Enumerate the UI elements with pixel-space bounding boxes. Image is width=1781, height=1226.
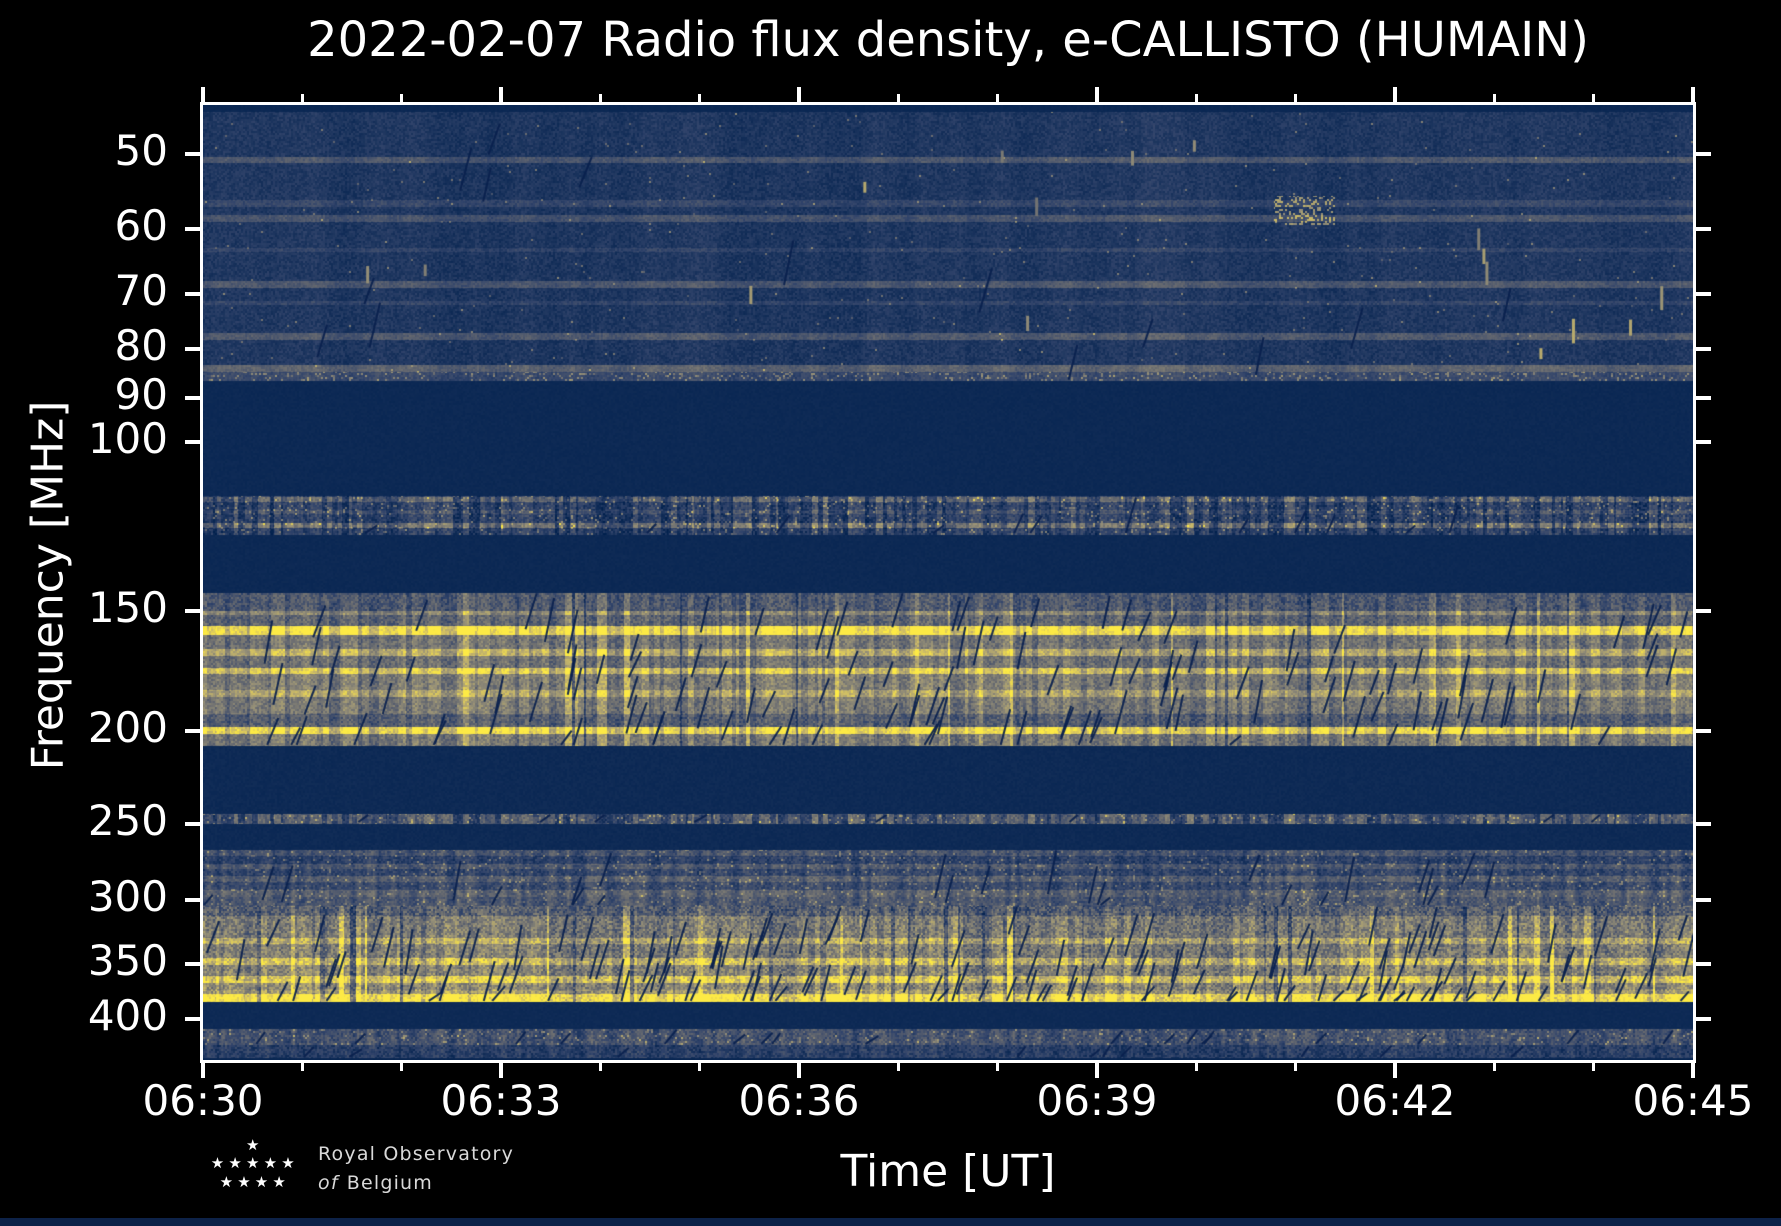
y-major-tick: [185, 608, 203, 613]
y-major-tick-right: [1693, 961, 1711, 966]
x-major-tick-top: [201, 87, 205, 105]
y-major-tick-right: [1693, 728, 1711, 733]
x-tick-label: 06:33: [440, 1076, 562, 1125]
x-minor-tick: [996, 1060, 1000, 1071]
star-icon: ★: [254, 1173, 269, 1191]
logo-text-line2: of Belgium: [318, 1169, 514, 1198]
y-major-tick: [185, 897, 203, 902]
y-major-tick: [185, 347, 203, 352]
x-axis-title: Time [UT]: [840, 1146, 1056, 1197]
star-icon: ★: [272, 1173, 286, 1191]
y-tick-label: 300: [87, 871, 168, 921]
x-minor-tick-top: [996, 94, 1000, 105]
star-icon: ★: [281, 1154, 295, 1172]
y-major-tick-right: [1693, 608, 1711, 613]
y-major-tick-right: [1693, 151, 1711, 156]
x-major-tick: [1393, 1060, 1397, 1078]
y-major-tick-right: [1693, 291, 1711, 296]
y-major-tick-right: [1693, 897, 1711, 902]
bottom-strip: [0, 1218, 1781, 1226]
y-major-tick: [185, 1017, 203, 1022]
star-icon: ★: [228, 1154, 242, 1172]
x-major-tick-top: [499, 87, 503, 105]
y-tick-label: 400: [87, 991, 168, 1041]
y-tick-label: 350: [87, 935, 168, 985]
x-tick-label: 06:42: [1334, 1076, 1456, 1125]
y-major-tick: [185, 728, 203, 733]
logo-text-belgium: Belgium: [346, 1172, 434, 1194]
y-major-tick: [185, 961, 203, 966]
y-tick-label: 150: [87, 582, 168, 632]
x-minor-tick: [300, 1060, 304, 1071]
x-major-tick-top: [1393, 87, 1397, 105]
x-minor-tick-top: [400, 94, 404, 105]
y-tick-label: 70: [114, 265, 168, 315]
y-major-tick-right: [1693, 227, 1711, 232]
x-minor-tick: [1592, 1060, 1596, 1071]
x-minor-tick: [698, 1060, 702, 1071]
x-major-tick: [1095, 1060, 1099, 1078]
x-major-tick: [1691, 1060, 1695, 1078]
y-major-tick: [185, 227, 203, 232]
x-major-tick: [797, 1060, 801, 1078]
y-axis-title: Frequency [MHz]: [22, 400, 74, 771]
x-minor-tick-top: [896, 94, 900, 105]
x-minor-tick: [1194, 1060, 1198, 1071]
star-icon: ★: [237, 1173, 251, 1191]
page-title: 2022-02-07 Radio flux density, e-CALLIST…: [307, 12, 1589, 68]
y-major-tick: [185, 291, 203, 296]
x-minor-tick: [1294, 1060, 1298, 1071]
y-major-tick-right: [1693, 396, 1711, 401]
x-major-tick-top: [1095, 87, 1099, 105]
y-tick-label: 250: [87, 795, 168, 845]
y-major-tick: [185, 821, 203, 826]
y-tick-label: 50: [114, 125, 168, 175]
y-tick-label: 80: [114, 321, 168, 371]
x-tick-label: 06:30: [142, 1076, 264, 1125]
y-tick-label: 200: [87, 702, 168, 752]
x-minor-tick: [400, 1060, 404, 1071]
x-minor-tick: [1492, 1060, 1496, 1071]
y-major-tick: [185, 396, 203, 401]
spectrogram-canvas: [203, 105, 1693, 1060]
x-minor-tick-top: [1294, 94, 1298, 105]
x-minor-tick-top: [1592, 94, 1596, 105]
x-tick-label: 06:39: [1036, 1076, 1158, 1125]
logo-text-of: of: [318, 1172, 339, 1194]
x-tick-label: 06:36: [738, 1076, 860, 1125]
y-major-tick-right: [1693, 347, 1711, 352]
x-minor-tick-top: [698, 94, 702, 105]
x-minor-tick-top: [1194, 94, 1198, 105]
logo-text: Royal Observatory of Belgium: [318, 1140, 514, 1198]
x-major-tick-top: [1691, 87, 1695, 105]
y-major-tick: [185, 440, 203, 445]
x-minor-tick-top: [300, 94, 304, 105]
x-minor-tick-top: [1492, 94, 1496, 105]
star-icon: ★: [210, 1154, 225, 1172]
star-icon: ★: [246, 1136, 260, 1154]
logo-text-line1: Royal Observatory: [318, 1143, 515, 1165]
star-icon: ★: [263, 1154, 278, 1172]
x-major-tick: [201, 1060, 205, 1078]
x-minor-tick: [896, 1060, 900, 1071]
y-tick-label: 90: [114, 370, 168, 420]
x-minor-tick-top: [598, 94, 602, 105]
y-major-tick-right: [1693, 440, 1711, 445]
y-major-tick-right: [1693, 821, 1711, 826]
x-minor-tick: [598, 1060, 602, 1071]
x-major-tick: [499, 1060, 503, 1078]
y-tick-label: 100: [87, 414, 168, 464]
y-major-tick: [185, 151, 203, 156]
x-major-tick-top: [797, 87, 801, 105]
star-icon: ★: [219, 1173, 234, 1191]
star-icon: ★: [246, 1154, 260, 1172]
x-tick-label: 06:45: [1632, 1076, 1754, 1125]
y-tick-label: 60: [114, 201, 168, 251]
y-major-tick-right: [1693, 1017, 1711, 1022]
